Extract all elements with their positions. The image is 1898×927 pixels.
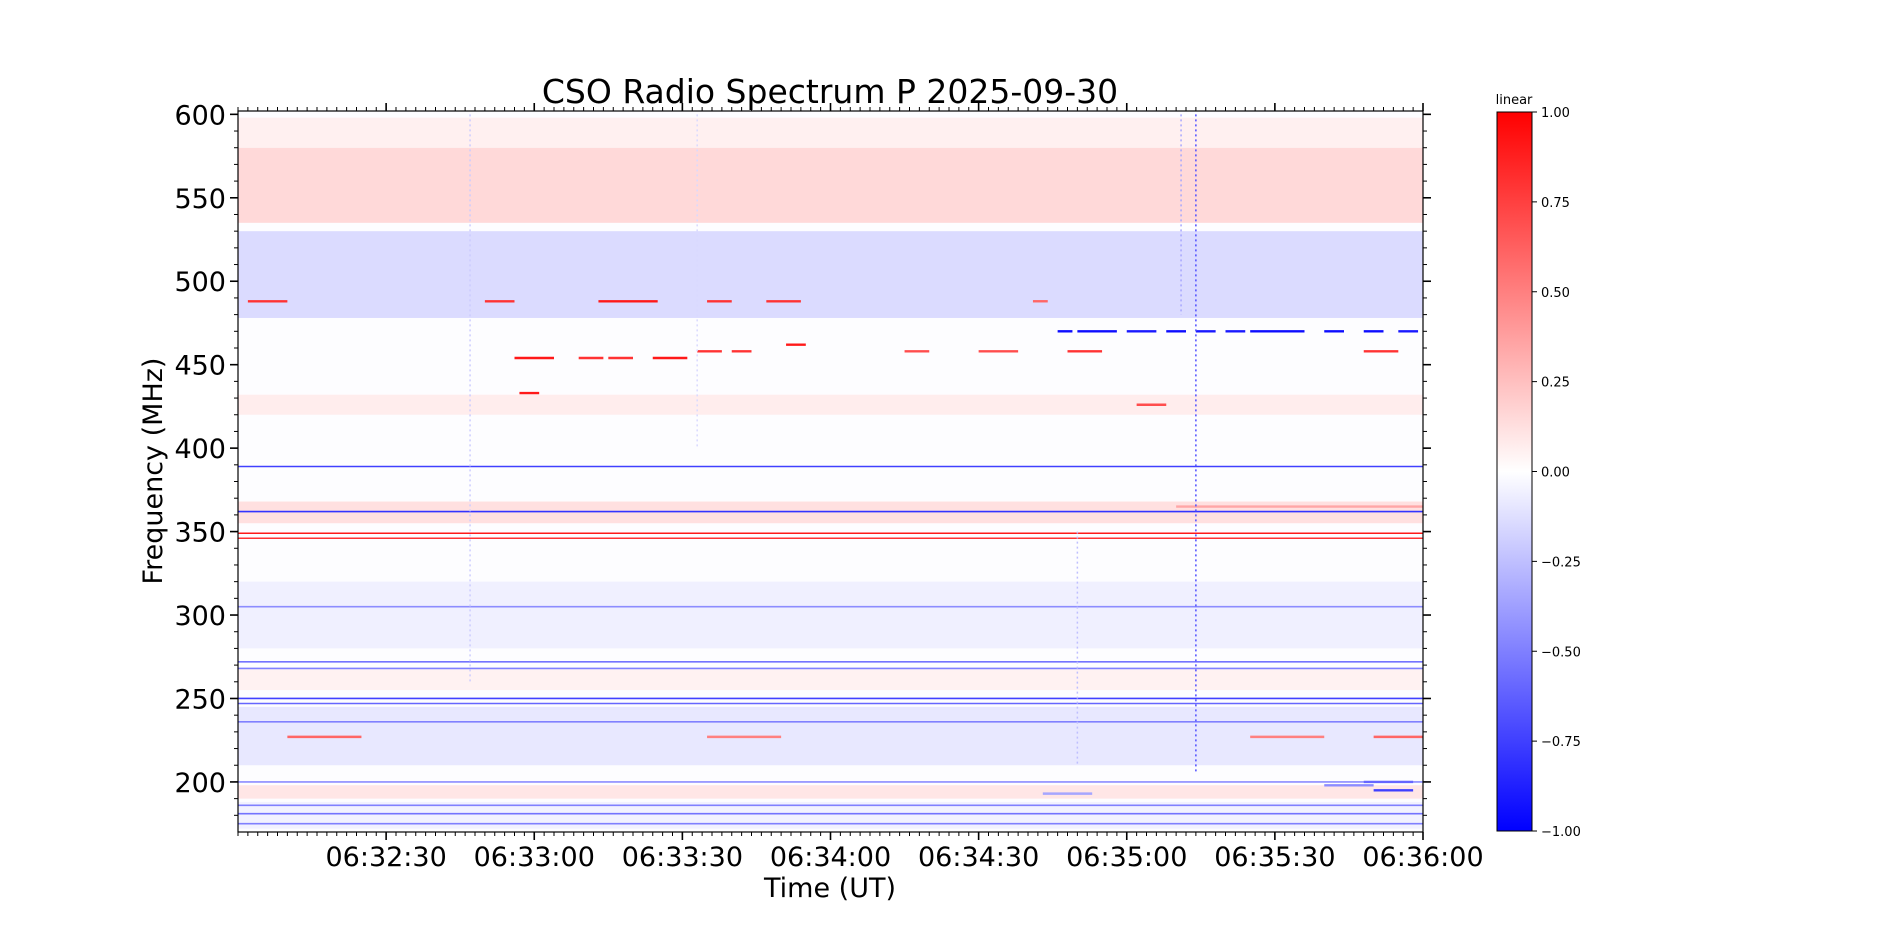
x-tick-label: 06:32:30	[325, 842, 446, 873]
x-tick-label: 06:36:00	[1362, 842, 1483, 873]
colorbar-tick-label: −0.75	[1541, 735, 1581, 750]
spectrum-band	[238, 117, 1423, 148]
spectrum-band	[238, 706, 1423, 766]
colorbar-tick-label: −1.00	[1541, 825, 1581, 840]
x-axis: 06:32:30 06:33:00 06:33:30 06:34:00 06:34:30…	[237, 103, 1484, 873]
spectrum-band	[238, 231, 1423, 318]
y-tick-label: 200	[174, 768, 226, 799]
y-tick-label: 250	[174, 684, 226, 715]
y-tick-label: 400	[174, 434, 226, 465]
y-tick-label: 350	[174, 518, 226, 549]
colorbar-tick-label: −0.25	[1541, 555, 1581, 570]
heatmap-layer	[238, 114, 1423, 829]
colorbar-tick-label: 0.00	[1541, 466, 1570, 481]
y-tick-label: 300	[174, 601, 226, 632]
colorbar-label: linear	[1496, 93, 1533, 108]
spectrum-band	[238, 668, 1423, 691]
spectrum-band	[238, 581, 1423, 649]
colorbar-tick-label: 0.75	[1541, 196, 1570, 211]
x-tick-label: 06:34:30	[918, 842, 1039, 873]
y-tick-label: 450	[174, 351, 226, 382]
y-tick-label: 550	[174, 184, 226, 215]
y-axis: 200 250 300 350 400 450 500 550 600	[174, 100, 1431, 816]
spectrum-band	[238, 147, 1423, 223]
x-tick-label: 06:33:00	[474, 842, 595, 873]
colorbar	[1496, 111, 1533, 832]
colorbar-tick-label: −0.50	[1541, 645, 1581, 660]
x-tick-label: 06:33:30	[622, 842, 743, 873]
spectrum-band	[238, 785, 1423, 799]
colorbar-tick-label: 0.25	[1541, 376, 1570, 391]
y-tick-label: 600	[174, 100, 226, 131]
colorbar-tick-label: 0.50	[1541, 286, 1570, 301]
colorbar-tick-label: 1.00	[1541, 106, 1570, 121]
colorbar-axis: 1.00 0.75 0.50 0.25 0.00 −0.25 −0.50 −0.75 −1.00	[1532, 106, 1581, 840]
x-tick-label: 06:34:00	[770, 842, 891, 873]
x-tick-label: 06:35:00	[1066, 842, 1187, 873]
spectrum-band	[238, 394, 1423, 415]
spectrum-band	[238, 501, 1423, 524]
x-tick-label: 06:35:30	[1214, 842, 1335, 873]
y-axis-label: Frequency (MHz)	[138, 358, 169, 585]
x-axis-label: Time (UT)	[763, 873, 896, 904]
y-tick-label: 500	[174, 267, 226, 298]
